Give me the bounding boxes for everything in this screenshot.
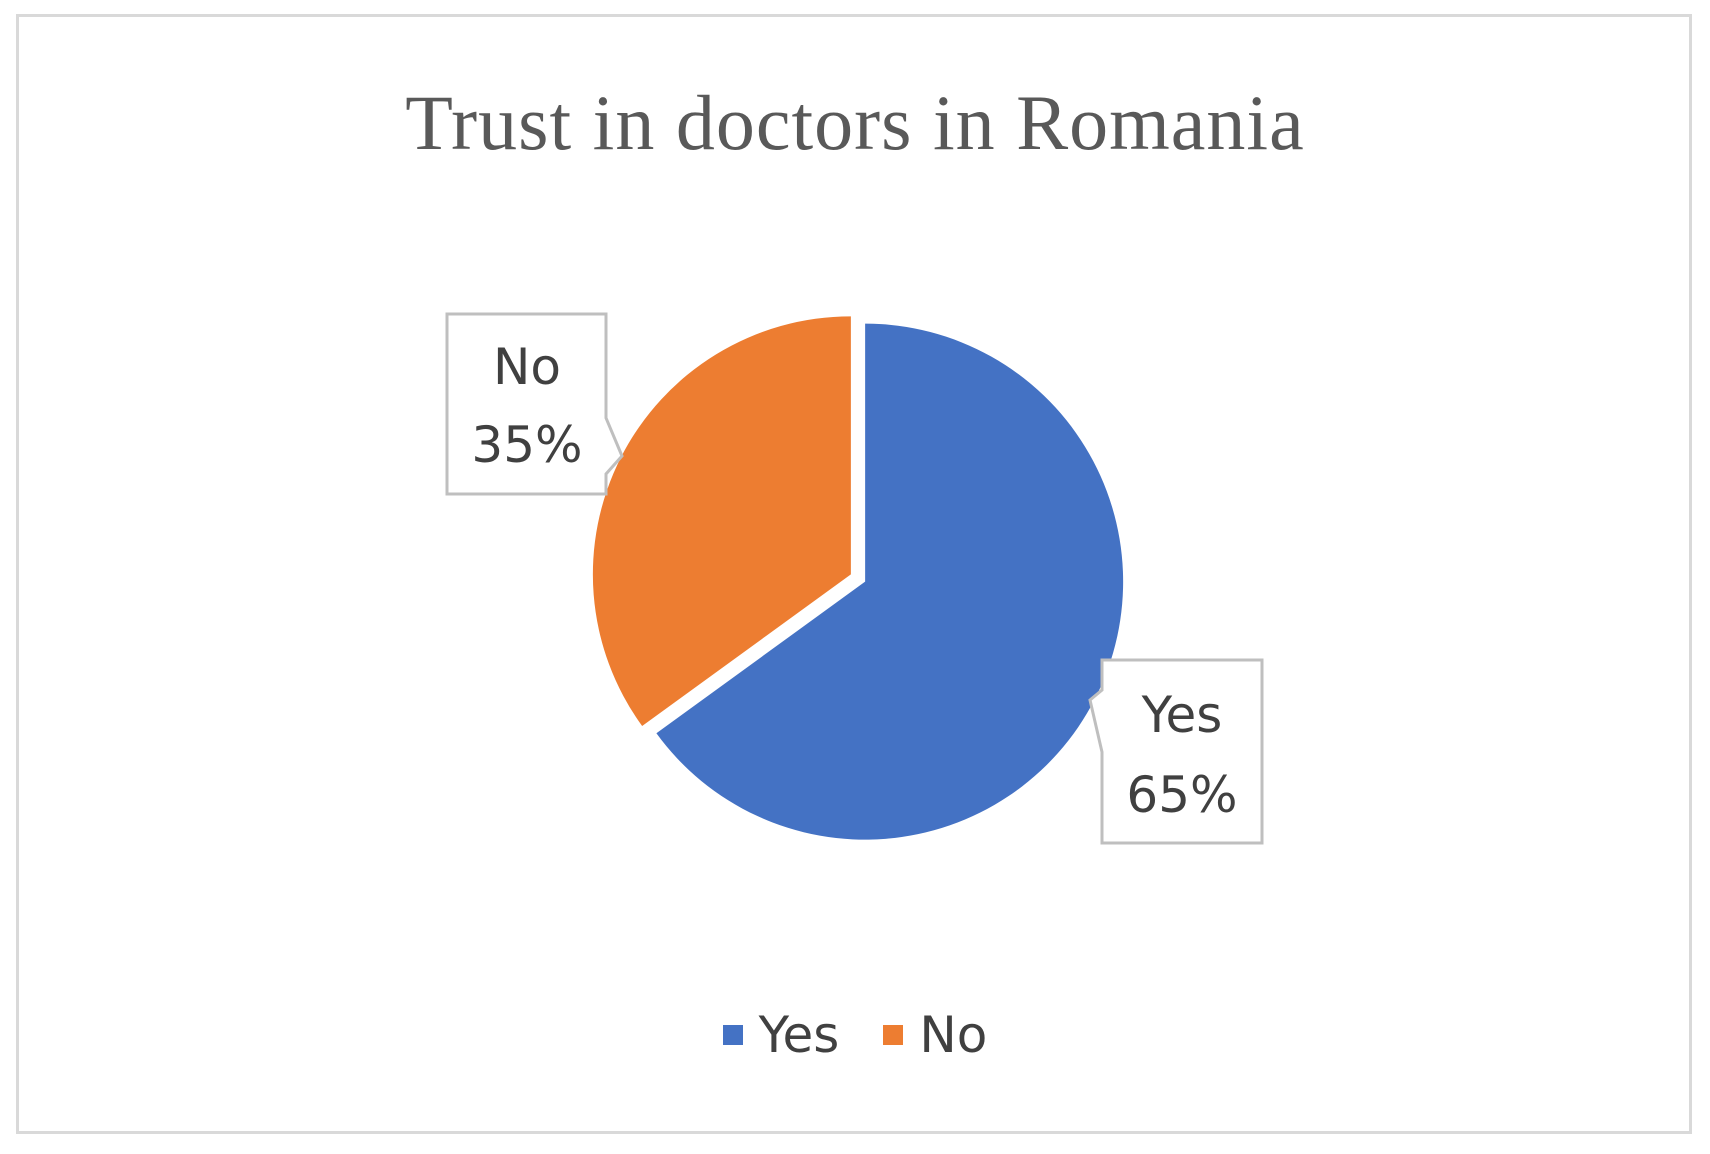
legend-item-no: No: [883, 1006, 987, 1064]
data-label-category-yes: Yes: [1141, 686, 1223, 744]
data-label-yes: Yes 65%: [1088, 658, 1264, 845]
data-label-value-yes: 65%: [1126, 766, 1237, 824]
legend-label-no: No: [919, 1006, 988, 1064]
legend-swatch-no: [883, 1025, 904, 1045]
data-label-category-no: No: [493, 338, 561, 396]
legend: Yes No: [0, 1000, 1710, 1070]
chart-frame: [16, 14, 1692, 1134]
data-label-no: No 35%: [445, 312, 624, 496]
legend-item-yes: Yes: [722, 1006, 840, 1064]
callout-box-no: [445, 312, 624, 496]
data-label-value-no: 35%: [471, 416, 582, 474]
pie-slice-no: [592, 316, 851, 727]
legend-label-yes: Yes: [758, 1006, 840, 1064]
pie-slice-yes: [656, 323, 1124, 840]
chart-title: Trust in doctors in Romania: [405, 79, 1305, 166]
legend-swatch-yes: [722, 1025, 743, 1045]
callout-box-yes: [1088, 658, 1264, 845]
